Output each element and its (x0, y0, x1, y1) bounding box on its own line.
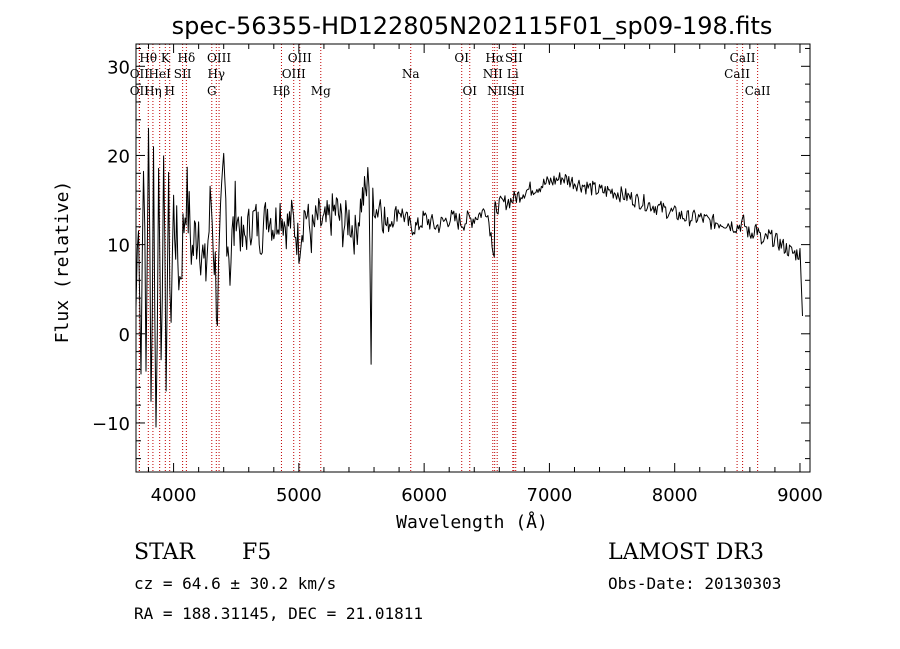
spectral-line-label: Hδ (178, 51, 196, 65)
spectral-line-label: OI (454, 51, 469, 65)
x-tick-label: 8000 (652, 485, 698, 506)
y-tick-label: 10 (107, 236, 130, 257)
spectral-line-label: Na (402, 67, 420, 81)
plot-frame (135, 43, 811, 473)
coordinates: RA = 188.31145, DEC = 21.01811 (134, 604, 423, 623)
axis-ticks: 4000 5000 6000 7000 8000 9000 −10 0 10 20 30 (92, 44, 823, 506)
y-tick-label: −10 (92, 414, 130, 435)
spectral-line-label: OIII (282, 67, 306, 81)
object-class: STAR (134, 540, 195, 565)
spectral-line-label: CaII (745, 84, 771, 98)
y-tick-label: 20 (107, 146, 130, 167)
spectral-line-markers (138, 44, 759, 472)
spectral-line-label: Hη (144, 84, 162, 98)
x-tick-label: 7000 (527, 485, 573, 506)
spectral-line-label: Mg (311, 84, 331, 98)
spectral-line-label: Hθ (139, 51, 157, 65)
spectral-line-label: Hβ (273, 84, 290, 98)
spectral-line-label: OII (130, 84, 150, 98)
spectral-line-label: Hα (485, 51, 504, 65)
spectral-line-label: NII (487, 84, 507, 98)
spectral-line-label: SII (174, 67, 192, 81)
redshift-text: cz = 64.6 ± 30.2 km/s (134, 574, 337, 593)
spectral-line-label: K (161, 51, 171, 65)
spectral-line-label: H (164, 84, 174, 98)
spectral-line-label: OII (130, 67, 150, 81)
spectrum-series (135, 127, 803, 428)
obs-date: Obs-Date: 20130303 (608, 574, 782, 593)
y-tick-label: 0 (119, 325, 130, 346)
y-tick-label: 30 (107, 57, 130, 78)
spectral-line-label: CaII (730, 51, 756, 65)
survey-name: LAMOST DR3 (608, 540, 764, 565)
spectrum-chart: spec-56355-HD122805N202115F01_sp09-198.f… (52, 12, 823, 533)
chart-title: spec-56355-HD122805N202115F01_sp09-198.f… (172, 12, 773, 40)
spectral-line-label: NII (483, 67, 503, 81)
x-tick-label: 4000 (151, 485, 197, 506)
spectral-line-label: OIII (207, 51, 231, 65)
spectral-line-label: OI (462, 84, 477, 98)
subclass: F5 (242, 540, 272, 565)
x-tick-label: 9000 (777, 485, 823, 506)
spectral-line-label: SII (507, 84, 525, 98)
spectral-line-label: G (207, 84, 217, 98)
spectrum-line (135, 127, 803, 428)
x-axis-label: Wavelength (Å) (396, 511, 548, 533)
x-tick-label: 6000 (401, 485, 447, 506)
spectral-line-label: SII (505, 51, 523, 65)
spectral-line-label: OIII (288, 51, 312, 65)
spectral-line-label: Hγ (207, 67, 225, 81)
spectral-line-label: Li (507, 67, 519, 81)
spectral-line-label: CaII (724, 67, 750, 81)
y-axis-label: Flux (relative) (52, 181, 73, 344)
x-tick-label: 5000 (276, 485, 322, 506)
spectral-line-label: HeI (149, 67, 172, 81)
